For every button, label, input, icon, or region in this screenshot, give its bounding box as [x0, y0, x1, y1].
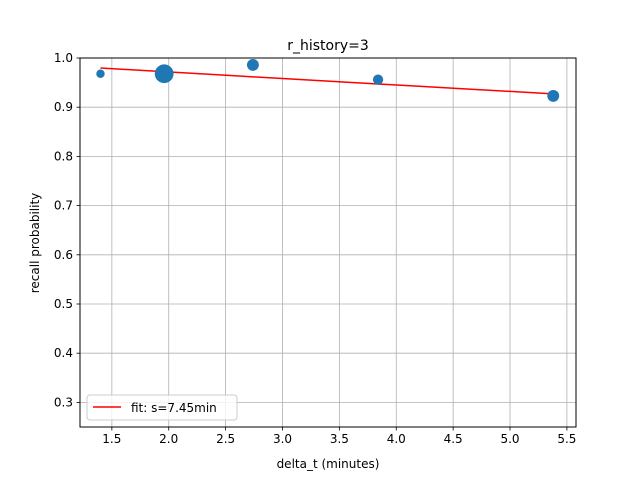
x-tick-label: 4.0 — [387, 432, 406, 446]
chart-title: r_history=3 — [287, 38, 369, 54]
fit-line — [100, 67, 554, 95]
legend-fit-label: fit: s=7.45min — [131, 401, 217, 415]
x-tick-label: 4.5 — [444, 432, 463, 446]
y-axis-ticks: 0.3 0.4 0.5 0.6 0.7 0.8 0.9 1.0 — [54, 51, 80, 409]
data-point — [154, 64, 174, 84]
y-tick-label: 0.5 — [54, 297, 73, 311]
fit-layer — [100, 67, 554, 95]
y-tick-label: 0.7 — [54, 199, 73, 213]
y-tick-label: 0.6 — [54, 248, 73, 262]
legend: fit: s=7.45min — [86, 394, 238, 421]
data-point — [96, 69, 105, 78]
y-axis-label: recall probability — [28, 193, 42, 294]
x-axis-label: delta_t (minutes) — [277, 457, 380, 471]
x-tick-label: 3.0 — [273, 432, 292, 446]
y-tick-label: 0.4 — [54, 346, 73, 360]
grid — [80, 57, 576, 427]
y-tick-label: 0.9 — [54, 100, 73, 114]
x-tick-label: 2.0 — [159, 432, 178, 446]
x-tick-label: 1.5 — [102, 432, 121, 446]
x-tick-label: 5.0 — [500, 432, 519, 446]
y-tick-label: 0.3 — [54, 395, 73, 409]
data-point — [372, 74, 384, 85]
plot-frame — [79, 57, 577, 428]
legend-box — [86, 394, 238, 421]
x-tick-label: 5.5 — [557, 432, 576, 446]
points-layer — [96, 58, 560, 102]
data-point — [547, 89, 560, 102]
x-tick-label: 3.5 — [330, 432, 349, 446]
x-axis-ticks: 1.5 2.0 2.5 3.0 3.5 4.0 4.5 5.0 5.5 — [102, 427, 576, 446]
x-tick-label: 2.5 — [216, 432, 235, 446]
data-point — [246, 58, 259, 71]
y-tick-label: 0.8 — [54, 149, 73, 163]
y-tick-label: 1.0 — [54, 51, 73, 65]
